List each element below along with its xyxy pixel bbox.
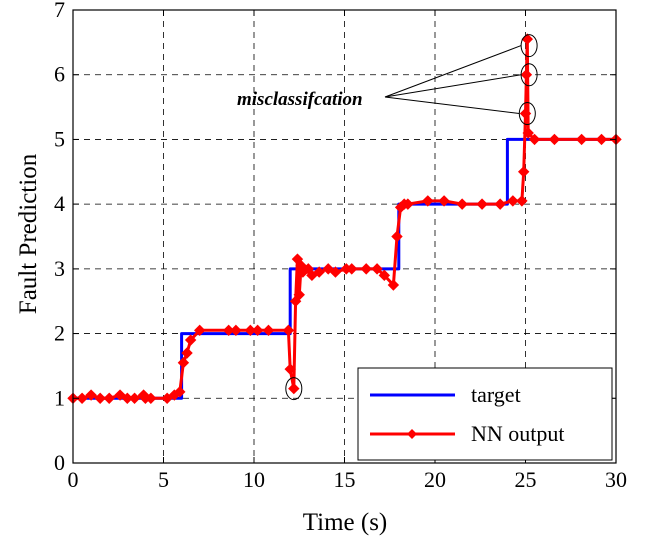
x-tick-label: 0: [68, 467, 79, 492]
annotation-label: misclassifcation: [237, 89, 363, 110]
data-point: [360, 263, 372, 275]
x-tick-label: 10: [243, 467, 265, 492]
y-axis-label: Fault Prediction: [15, 153, 42, 314]
legend: target NN output: [357, 367, 613, 461]
data-point: [329, 266, 342, 278]
legend-label-nn-output: NN output: [471, 421, 565, 446]
data-point: [548, 133, 561, 146]
data-point: [402, 198, 414, 210]
data-point: [507, 195, 519, 207]
annotation-pointer: [384, 96, 520, 115]
data-point: [387, 279, 400, 291]
y-tick-label: 4: [54, 191, 65, 216]
data-point: [476, 198, 488, 210]
data-point: [522, 127, 534, 139]
data-point: [85, 389, 97, 401]
y-tick-label: 2: [54, 321, 65, 346]
data-point: [262, 324, 275, 337]
annotation-circle: [520, 63, 538, 87]
x-tick-label: 20: [424, 467, 446, 492]
data-point: [517, 166, 530, 178]
data-point: [94, 392, 106, 404]
data-point: [595, 133, 608, 146]
data-point: [251, 324, 264, 337]
x-axis-label: Time (s): [303, 509, 388, 536]
data-point: [346, 263, 358, 275]
legend-label-target: target: [471, 382, 521, 407]
data-point: [516, 195, 528, 207]
y-tick-label: 5: [54, 126, 65, 151]
annotation-circle: [520, 34, 538, 58]
data-point: [174, 386, 186, 398]
annotation-circle: [518, 102, 536, 126]
data-point: [284, 363, 296, 375]
axis-ticks: 0 5 10 15 20 25 30 0 1 2 3 4 5 6 7: [54, 0, 627, 492]
data-point: [528, 133, 541, 146]
data-point: [184, 334, 197, 346]
y-tick-label: 3: [54, 256, 65, 281]
data-point: [288, 382, 300, 395]
x-tick-label: 5: [158, 467, 169, 492]
plot-area: [67, 33, 622, 404]
x-tick-label: 15: [334, 467, 356, 492]
data-point: [128, 392, 141, 404]
data-point: [282, 324, 295, 337]
legend-marker-nn-output: [407, 429, 417, 439]
y-tick-label: 6: [54, 62, 65, 87]
data-point: [371, 263, 383, 275]
data-point: [145, 392, 157, 404]
annotation-circle: [285, 377, 303, 401]
x-tick-label: 30: [605, 467, 627, 492]
data-point: [193, 324, 206, 337]
data-point: [391, 230, 403, 243]
data-point: [521, 33, 534, 45]
data-point: [575, 133, 588, 146]
data-point: [438, 195, 450, 207]
data-point: [76, 392, 88, 404]
data-point: [230, 324, 242, 337]
data-point: [519, 107, 532, 120]
data-point: [293, 289, 305, 301]
y-tick-label: 0: [54, 450, 65, 475]
data-point: [422, 195, 434, 207]
y-tick-label: 7: [54, 0, 65, 22]
data-point: [177, 356, 190, 369]
annotation-pointer: [384, 74, 522, 98]
legend-box: [357, 367, 613, 461]
x-tick-label: 25: [515, 467, 537, 492]
annotation: misclassifcation: [237, 34, 538, 401]
data-point: [313, 266, 325, 278]
y-tick-label: 1: [54, 385, 65, 410]
annotation-pointer: [384, 45, 522, 98]
data-point: [520, 69, 533, 81]
data-point: [378, 269, 391, 282]
data-point: [456, 198, 468, 210]
data-point: [181, 347, 193, 359]
data-point: [494, 198, 506, 210]
data-point: [103, 392, 115, 404]
